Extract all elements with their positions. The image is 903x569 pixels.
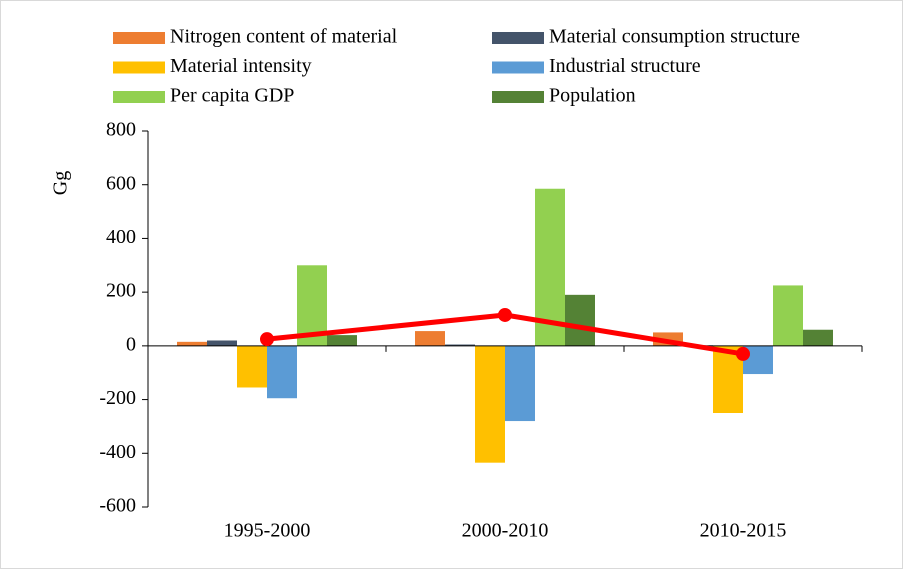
legend-label: Industrial structure	[549, 55, 701, 77]
legend-label: Material intensity	[170, 55, 312, 77]
bar	[327, 335, 357, 346]
legend-swatch	[113, 91, 165, 103]
line-marker	[260, 332, 274, 347]
legend-swatch	[113, 32, 165, 44]
bar	[267, 345, 297, 399]
bar	[237, 345, 267, 388]
bar	[445, 344, 475, 346]
y-tick-label: -200	[99, 387, 136, 409]
bar	[803, 329, 833, 346]
legend-swatch	[492, 32, 544, 44]
y-tick-label: -400	[99, 441, 136, 463]
x-tick-label: 2010-2015	[700, 520, 787, 542]
bar	[207, 340, 237, 346]
bar	[505, 345, 535, 422]
legend-swatch	[113, 61, 165, 74]
y-tick-label: -600	[99, 495, 136, 517]
legend-label: Nitrogen content of material	[170, 26, 398, 48]
bar	[565, 294, 595, 346]
bar	[177, 341, 207, 346]
legend-swatch	[492, 91, 544, 103]
y-tick-label: 800	[106, 119, 136, 141]
y-tick-label: 0	[126, 333, 136, 355]
bar	[773, 285, 803, 346]
line-marker	[736, 346, 750, 361]
line-marker	[498, 307, 512, 322]
x-tick-label: 2000-2010	[462, 520, 549, 542]
bar	[475, 345, 505, 463]
bar	[415, 331, 445, 346]
legend-swatch	[492, 61, 544, 74]
legend-label: Population	[549, 85, 636, 107]
y-axis-label: Gg	[50, 171, 72, 195]
y-tick-label: 400	[106, 226, 136, 248]
y-tick-label: 600	[106, 172, 136, 194]
legend-label: Material consumption structure	[549, 26, 800, 48]
legend-label: Per capita GDP	[170, 85, 294, 107]
y-tick-label: 200	[106, 280, 136, 302]
x-tick-label: 1995-2000	[224, 520, 311, 542]
